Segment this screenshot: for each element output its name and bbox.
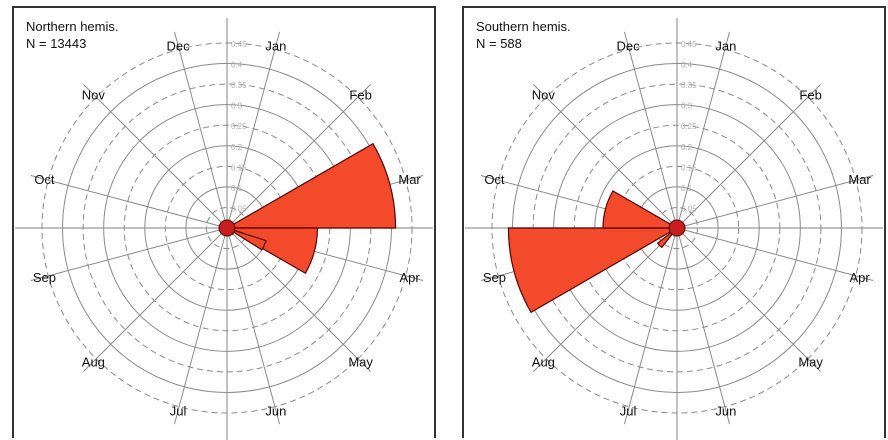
rose-diagram-south: 0.05 0.1 0.15 0.2 0.25 0.3 0.35 0.4 0.45 Jan Feb Ma… [465,18,883,440]
month-label: Jun [715,404,736,419]
dashed-radius-circle [491,42,863,414]
radial-tick-label: 0.25 [681,122,697,131]
radial-tick-label: 0.3 [681,102,693,111]
radial-tick-label: 0.45 [231,40,247,49]
secondary-bar [226,227,267,251]
month-spoke [676,227,731,425]
radial-tick-label: 0.3 [231,102,243,111]
month-spoke [676,174,874,229]
month-label: Jan [715,38,736,53]
panel-title: Southern hemis. N = 588 [476,18,571,52]
radial-tick-label: 0.15 [231,163,247,172]
radial-tick-label: 0.1 [231,184,243,193]
radial-tick-label: 0.25 [231,122,247,131]
month-spoke [30,227,228,282]
month-label: Nov [532,87,556,102]
month-label: Mar [848,172,871,187]
month-label: Sep [483,270,506,285]
month-label: Dec [167,38,191,53]
radial-tick-label: 0.2 [681,143,693,152]
month-spoke [226,84,371,229]
month-label: Oct [484,172,505,187]
month-label: Feb [349,87,371,102]
radial-tick-label: 0.05 [681,204,697,213]
radial-tick-label: 0.4 [231,61,243,70]
month-bar [507,227,680,314]
radial-tick-label: 0.35 [681,81,697,90]
month-spoke [30,174,228,229]
month-label: Aug [82,355,105,370]
radial-tick-label: 0.1 [681,184,693,193]
radial-tick-label: 0.05 [231,204,247,213]
radial-tick-label: 0.4 [681,61,693,70]
month-spoke [676,84,821,229]
month-label: Apr [399,270,420,285]
dashed-radius-circle [41,42,413,414]
month-label: Jul [170,404,187,419]
bars [218,142,397,275]
radial-tick-label: 0.2 [231,143,243,152]
panel-title: Northern hemis. N = 13443 [26,18,118,52]
month-spoke [173,227,228,425]
month-spoke [226,227,371,372]
month-bar [224,142,397,229]
month-label: Oct [34,172,55,187]
month-spoke [623,31,678,229]
month-label: Aug [532,355,555,370]
chart-title: Northern hemis. [26,19,119,34]
center-hub [218,219,236,237]
month-label: Nov [82,87,106,102]
month-label: Jun [265,404,286,419]
chart-subtitle: N = 588 [476,36,522,51]
radial-tick-label: 0.35 [231,81,247,90]
month-label: May [348,355,373,370]
month-label: Apr [849,270,870,285]
month-spoke [83,227,228,372]
month-label: Jan [265,38,286,53]
month-spoke [533,84,678,229]
month-label: Mar [398,172,421,187]
month-label: Jul [620,404,637,419]
month-spoke [623,227,678,425]
southern-hemisphere-panel: Southern hemis. N = 588 0.05 0.1 0.15 0.2 0.… [462,6,886,440]
month-spoke [676,227,821,372]
month-spoke [676,227,874,282]
month-label: Sep [33,270,56,285]
bars [507,190,686,314]
center-hub [668,219,686,237]
radial-tick-label: 0.45 [681,40,697,49]
chart-subtitle: N = 13443 [26,36,87,51]
month-label: Dec [617,38,641,53]
month-spoke [83,84,228,229]
month-spoke [226,227,281,425]
northern-hemisphere-panel: Northern hemis. N = 13443 0.05 0.1 0.15 0.2… [12,6,436,440]
month-bar [602,190,680,229]
month-spoke [226,31,281,229]
month-spoke [533,227,678,372]
month-label: Feb [799,87,821,102]
rose-diagram-north: 0.05 0.1 0.15 0.2 0.25 0.3 0.35 0.4 0.45 Jan Feb Ma… [15,18,433,440]
month-label: May [798,355,823,370]
radial-tick-label: 0.15 [681,163,697,172]
month-spoke [676,31,731,229]
month-spoke [173,31,228,229]
chart-title: Southern hemis. [476,19,571,34]
